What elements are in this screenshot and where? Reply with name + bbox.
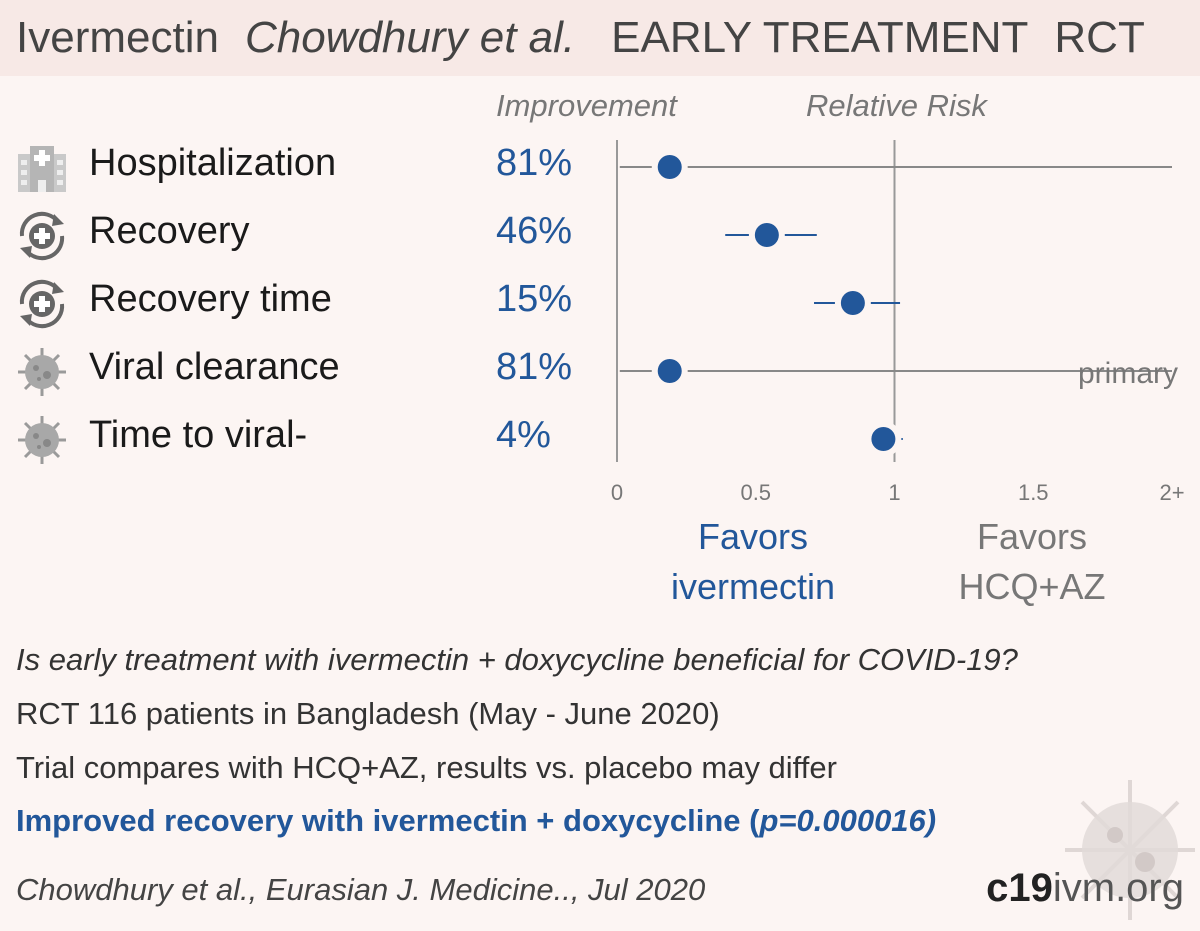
forest-plot: 0 0.5 1 1.5 2+ primary	[611, 140, 1185, 505]
recovery-icon	[19, 211, 65, 261]
title-bar: Ivermectin Chowdhury et al. EARLY TREATM…	[0, 0, 1200, 76]
brand-part2: ivm.org	[1052, 866, 1184, 910]
result-p-symbol: p	[759, 803, 779, 838]
point-estimate	[754, 223, 779, 247]
outcome-label: Hospitalization	[89, 142, 337, 184]
outcome-label: Recovery time	[89, 278, 332, 320]
drug-name: Ivermectin	[16, 13, 219, 62]
site-brand[interactable]: c19ivm.org	[986, 866, 1184, 911]
favors-left-line2: ivermectin	[670, 566, 836, 607]
study-design: RCT	[1054, 13, 1145, 62]
x-tick-label: 0	[611, 480, 623, 505]
outcome-label: Recovery	[89, 210, 250, 252]
relative-risk-column-header: Relative Risk	[806, 88, 987, 123]
primary-outcome-label: primary	[1078, 357, 1178, 390]
point-estimate	[871, 427, 896, 451]
virus-icon	[18, 348, 66, 396]
favors-right-line2: HCQ+AZ	[958, 566, 1106, 607]
result-p-value: =0.000016)	[778, 803, 937, 838]
x-tick-label: 1.5	[1018, 480, 1049, 505]
recovery-icon	[19, 279, 65, 329]
outcome-row-recovery-time: Recovery time 15%	[0, 272, 600, 332]
author-name: Chowdhury et al.	[244, 13, 576, 62]
point-estimate	[657, 359, 682, 383]
outcome-row-time-to-viral: Time to viral- 4%	[0, 408, 600, 468]
improvement-value: 81%	[496, 142, 573, 184]
x-tick-label: 1	[888, 480, 900, 505]
outcome-label: Time to viral-	[89, 414, 308, 456]
point-estimate	[657, 155, 682, 179]
favors-left-line1: Favors	[697, 516, 809, 557]
citation: Chowdhury et al., Eurasian J. Medicine..…	[16, 872, 706, 907]
virus-icon	[18, 416, 66, 464]
outcome-row-viral-clearance: Viral clearance 81%	[0, 340, 600, 400]
study-result: Improved recovery with ivermectin + doxy…	[16, 803, 936, 839]
favors-ivermectin-label: Favors ivermectin	[643, 512, 863, 612]
outcome-row-recovery: Recovery 46%	[0, 204, 600, 264]
study-question: Is early treatment with ivermectin + dox…	[16, 642, 1018, 677]
improvement-column-header: Improvement	[496, 88, 677, 123]
favors-right-line1: Favors	[976, 516, 1088, 557]
x-tick-label: 0.5	[740, 480, 771, 505]
favors-comparator-label: Favors HCQ+AZ	[922, 512, 1142, 612]
study-details: RCT 116 patients in Bangladesh (May - Ju…	[16, 696, 720, 731]
improvement-value: 46%	[496, 210, 573, 252]
brand-part1: c19	[986, 866, 1053, 910]
improvement-value: 4%	[496, 414, 551, 456]
point-estimate	[840, 291, 865, 315]
hospital-icon	[18, 146, 66, 192]
x-tick-label: 2+	[1159, 480, 1184, 505]
outcome-label: Viral clearance	[89, 346, 340, 388]
outcome-row-hospitalization: Hospitalization 81%	[0, 136, 600, 196]
improvement-value: 15%	[496, 278, 573, 320]
treatment-stage: EARLY TREATMENT	[611, 13, 1029, 62]
comparator-note: Trial compares with HCQ+AZ, results vs. …	[16, 750, 837, 785]
virus-icon	[1065, 780, 1195, 920]
result-text: Improved recovery with ivermectin + doxy…	[16, 803, 760, 838]
improvement-value: 81%	[496, 346, 573, 388]
